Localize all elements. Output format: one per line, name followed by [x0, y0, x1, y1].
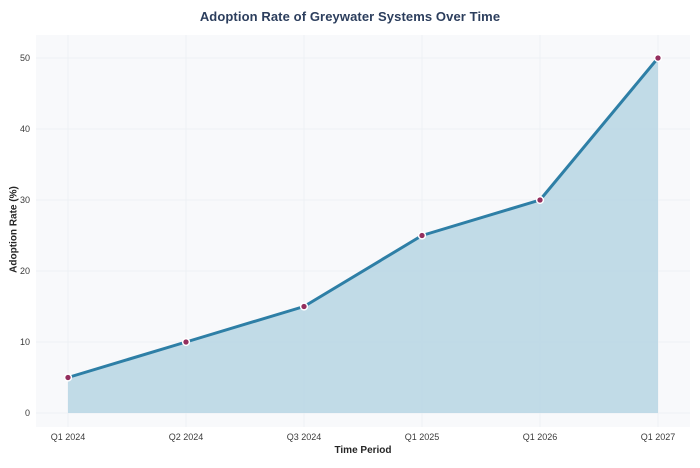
data-point-marker — [63, 373, 73, 382]
area-fill — [68, 58, 658, 413]
data-point-marker — [299, 302, 309, 311]
x-tick-label: Q3 2024 — [286, 432, 322, 442]
y-tick-label: 10 — [19, 337, 30, 347]
x-tick-label: Q2 2024 — [168, 432, 204, 442]
data-point-marker — [535, 195, 545, 205]
x-tick-label: Q1 2024 — [50, 432, 86, 442]
x-tick-label: Q1 2027 — [640, 432, 676, 442]
y-tick-label: 20 — [19, 266, 30, 276]
x-tick-label: Q1 2025 — [404, 432, 440, 442]
plot-area — [36, 35, 690, 427]
chart-title: Adoption Rate of Greywater Systems Over … — [199, 9, 501, 24]
y-tick-label: 30 — [19, 195, 30, 205]
y-axis-label: Adoption Rate (%) — [8, 186, 20, 273]
x-axis-label: Time Period — [334, 445, 392, 456]
chart-canvas — [36, 35, 690, 427]
y-tick-label: 40 — [19, 124, 30, 134]
y-tick-label: 50 — [19, 53, 30, 63]
x-tick-label: Q1 2026 — [522, 432, 558, 442]
data-point-marker — [653, 53, 663, 63]
data-point-marker — [417, 231, 427, 240]
trend-line — [66, 56, 660, 379]
data-point-marker — [181, 337, 191, 347]
y-tick-label: 0 — [24, 408, 30, 418]
